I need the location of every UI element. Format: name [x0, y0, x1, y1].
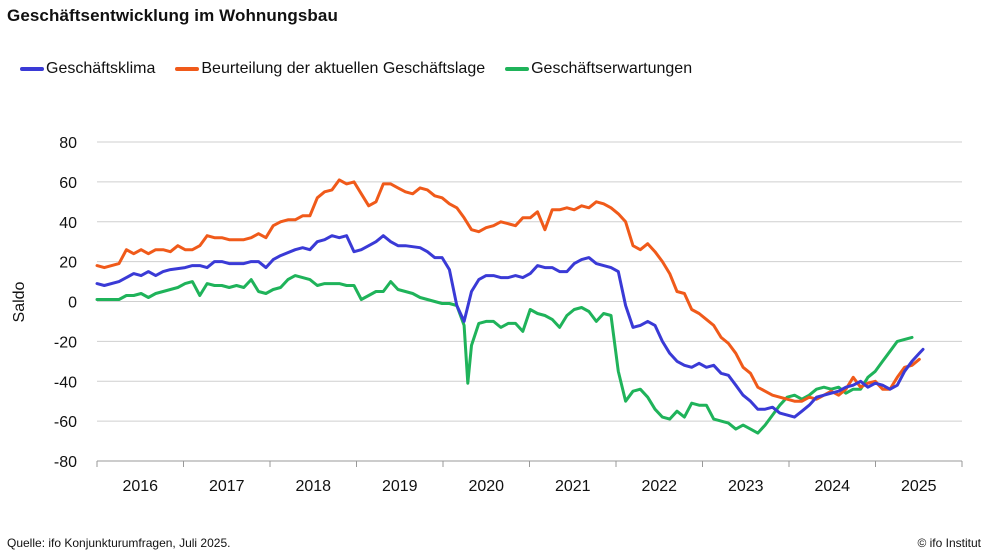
chart-legend: Geschäftsklima Beurteilung der aktuellen…: [20, 60, 712, 78]
y-tick-label: -40: [54, 374, 77, 391]
legend-swatch-geschaeftsklima: [20, 67, 44, 71]
x-tick-label: 2019: [382, 478, 418, 495]
y-tick-label: -20: [54, 334, 77, 351]
x-tick-label: 2023: [728, 478, 764, 495]
legend-label-geschaeftserwartungen: Geschäftserwartungen: [531, 60, 693, 77]
axes: 80 60 40 20 0 -20 -40 -60 -80 2016 2017 2018 2019 202…: [54, 135, 963, 495]
chart-title: Geschäftsentwicklung im Wohnungsbau: [7, 6, 338, 25]
x-tick-label: 2022: [641, 478, 677, 495]
x-tick-label: 2025: [901, 478, 937, 495]
grid-lines: [97, 141, 962, 462]
legend-swatch-geschaeftserwartungen: [505, 67, 530, 71]
source-note: Quelle: ifo Konjunkturumfragen, Juli 202…: [7, 536, 231, 550]
x-tick-label: 2016: [122, 478, 158, 495]
legend-label-geschaeftsklima: Geschäftsklima: [46, 60, 156, 77]
legend-label-geschaeftslage: Beurteilung der aktuellen Geschäftslage: [201, 60, 486, 77]
series-lines: [95, 178, 925, 435]
legend-item-geschaeftslage: Beurteilung der aktuellen Geschäftslage: [175, 60, 485, 78]
y-axis-title: Saldo: [11, 281, 28, 322]
y-tick-label: -80: [54, 454, 77, 471]
x-tick-label: 2018: [295, 478, 331, 495]
y-tick-label: -60: [54, 414, 77, 431]
y-tick-label: 20: [59, 255, 77, 272]
series-line-2: [95, 274, 914, 435]
series-line-1: [95, 178, 921, 403]
copyright-note: © ifo Institut: [917, 536, 981, 550]
y-tick-label: 0: [68, 295, 77, 312]
x-tick-label: 2017: [209, 478, 245, 495]
legend-item-geschaeftserwartungen: Geschäftserwartungen: [505, 60, 692, 78]
y-tick-label: 80: [59, 135, 77, 152]
x-tick-label: 2020: [468, 478, 504, 495]
legend-swatch-geschaeftslage: [175, 67, 200, 71]
legend-item-geschaeftsklima: Geschäftsklima: [20, 60, 155, 78]
y-tick-label: 60: [59, 175, 77, 192]
x-tick-label: 2021: [555, 478, 591, 495]
series-line-0: [95, 234, 925, 419]
y-tick-label: 40: [59, 215, 77, 232]
x-tick-label: 2024: [814, 478, 850, 495]
